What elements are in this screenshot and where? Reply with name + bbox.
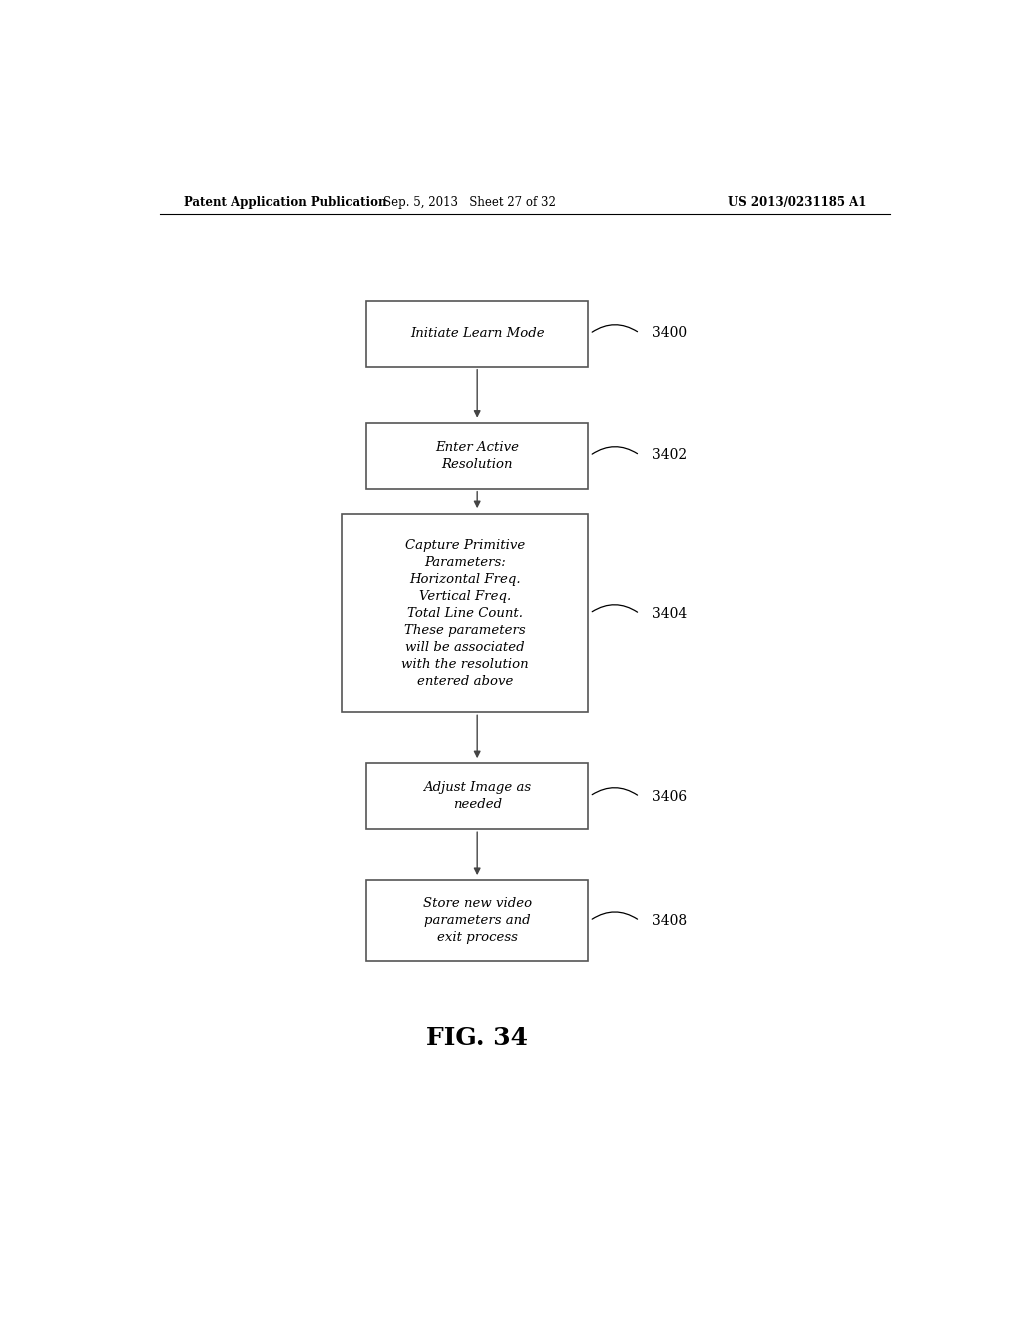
Text: 3404: 3404	[652, 607, 687, 620]
Bar	[367, 422, 588, 488]
Bar	[342, 515, 589, 713]
Bar	[367, 880, 588, 961]
Bar	[367, 763, 588, 829]
Text: 3408: 3408	[652, 913, 687, 928]
Text: Capture Primitive
Parameters:
Horizontal Freq.
Vertical Freq.
Total Line Count.
: Capture Primitive Parameters: Horizontal…	[401, 539, 529, 688]
Text: Patent Application Publication: Patent Application Publication	[183, 195, 386, 209]
Text: US 2013/0231185 A1: US 2013/0231185 A1	[728, 195, 866, 209]
Text: FIG. 34: FIG. 34	[426, 1026, 528, 1049]
Text: 3400: 3400	[652, 326, 687, 341]
Text: Adjust Image as
needed: Adjust Image as needed	[423, 781, 531, 812]
Text: Sep. 5, 2013   Sheet 27 of 32: Sep. 5, 2013 Sheet 27 of 32	[383, 195, 556, 209]
Text: 3406: 3406	[652, 789, 687, 804]
Text: Store new video
parameters and
exit process: Store new video parameters and exit proc…	[423, 898, 531, 944]
Bar	[367, 301, 588, 367]
Text: Initiate Learn Mode: Initiate Learn Mode	[410, 327, 545, 341]
Text: 3402: 3402	[652, 449, 687, 462]
Text: Enter Active
Resolution: Enter Active Resolution	[435, 441, 519, 471]
